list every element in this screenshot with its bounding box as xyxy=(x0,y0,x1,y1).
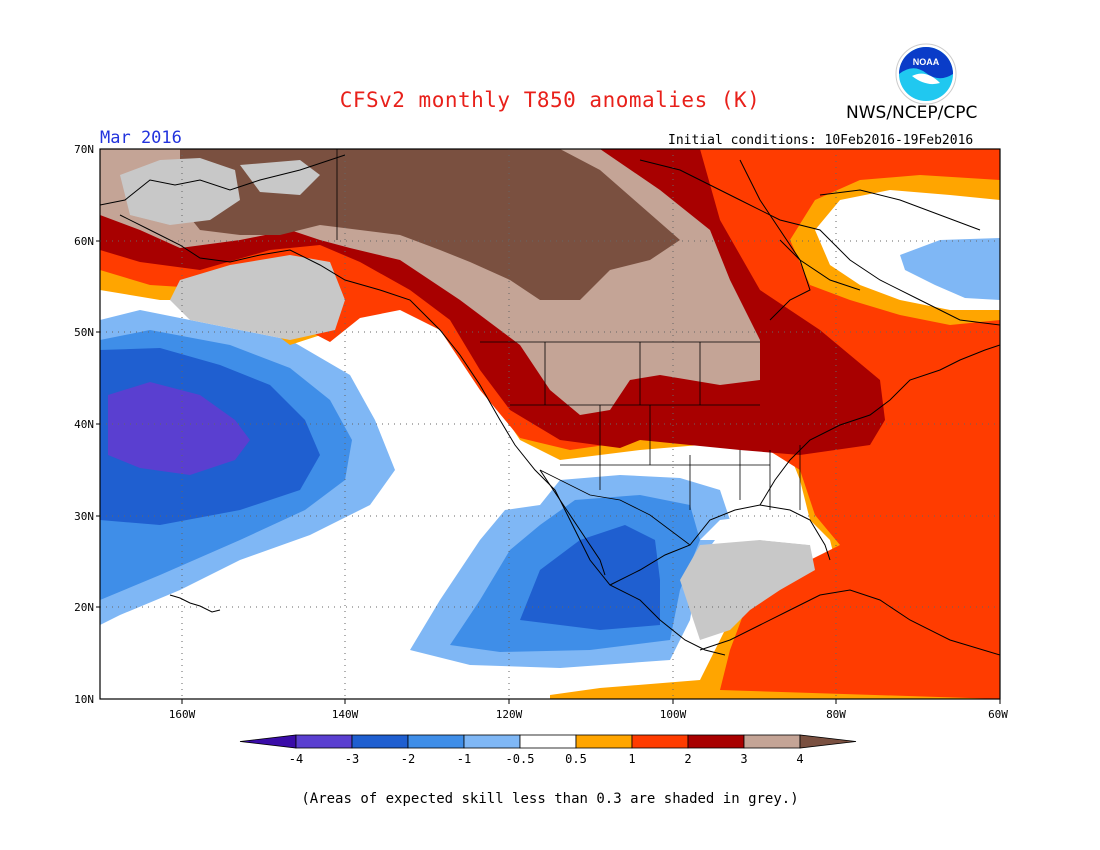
lat-label-20n: 20N xyxy=(74,601,94,614)
colorbar-segment-8 xyxy=(743,734,801,749)
initial-conditions-label: Initial conditions: 10Feb2016-19Feb2016 xyxy=(668,133,974,148)
organization-label: NWS/NCEP/CPC xyxy=(846,103,978,123)
colorbar-tick-label: 0.5 xyxy=(565,752,587,766)
lon-label-140w: 140W xyxy=(332,708,359,721)
lat-label-40n: 40N xyxy=(74,418,94,431)
valid-month-label: Mar 2016 xyxy=(100,128,182,148)
colorbar-segment-1 xyxy=(351,734,409,749)
lon-label-80w: 80W xyxy=(826,708,846,721)
gulf-neutral-area xyxy=(700,515,810,545)
colorbar-tick-label: -0.5 xyxy=(506,752,535,766)
pacific-anomaly-m3-area xyxy=(108,382,250,475)
svg-text:NOAA: NOAA xyxy=(913,57,940,67)
colorbar-segment-0 xyxy=(295,734,353,749)
political-borders xyxy=(336,149,801,546)
colorbar-tick-label: 4 xyxy=(796,752,803,766)
graticule xyxy=(100,149,1000,699)
lat-label-30n: 30N xyxy=(74,510,94,523)
colorbar-segment-2 xyxy=(407,734,465,749)
arctic-low-skill-area xyxy=(240,160,320,195)
colorbar-tick-label: -1 xyxy=(457,752,471,766)
colorbar-tick-label: -3 xyxy=(345,752,359,766)
skill-footnote: (Areas of expected skill less than 0.3 a… xyxy=(301,791,799,807)
coastlines xyxy=(100,154,1000,656)
pacific-low-skill-area xyxy=(170,255,345,340)
longitude-labels: 160W 140W 120W 100W 80W 60W xyxy=(169,708,1009,721)
colorbar-segment-7 xyxy=(687,734,745,749)
lon-label-120w: 120W xyxy=(496,708,523,721)
lon-label-60w: 60W xyxy=(988,708,1008,721)
mexico-anomaly-m2-area xyxy=(520,525,660,630)
lat-label-50n: 50N xyxy=(74,326,94,339)
noaa-logo: NOAA xyxy=(895,43,957,105)
colorbar-tick-label: 3 xyxy=(740,752,747,766)
east-canada-cold-area xyxy=(900,238,1000,300)
colorbar-tick-label: 1 xyxy=(628,752,635,766)
lon-label-160w: 160W xyxy=(169,708,196,721)
colorbar-tick-label: -2 xyxy=(401,752,415,766)
colorbar xyxy=(239,734,857,749)
lon-label-100w: 100W xyxy=(660,708,687,721)
colorbar-tick-label: -4 xyxy=(289,752,303,766)
colorbar-tick-label: 2 xyxy=(684,752,691,766)
colorbar-segment-5 xyxy=(575,734,633,749)
colorbar-segment-3 xyxy=(463,734,521,749)
colorbar-labels: -4 -3 -2 -1 -0.5 0.5 1 2 3 4 xyxy=(289,752,804,766)
alaska-low-skill-area xyxy=(120,158,240,225)
lat-label-70n: 70N xyxy=(74,143,94,156)
colorbar-segment-above-4 xyxy=(799,734,857,749)
colorbar-segment-6 xyxy=(631,734,689,749)
axis-ticks xyxy=(96,240,1001,704)
lat-label-60n: 60N xyxy=(74,235,94,248)
lat-label-10n: 10N xyxy=(74,693,94,706)
latitude-labels: 70N 60N 50N 40N 30N 20N 10N xyxy=(74,143,94,706)
chart-title: CFSv2 monthly T850 anomalies (K) xyxy=(339,88,761,112)
gulf-low-skill-area xyxy=(680,540,815,640)
colorbar-segment-below-m4 xyxy=(239,734,297,749)
colorbar-segment-4 xyxy=(519,734,577,749)
